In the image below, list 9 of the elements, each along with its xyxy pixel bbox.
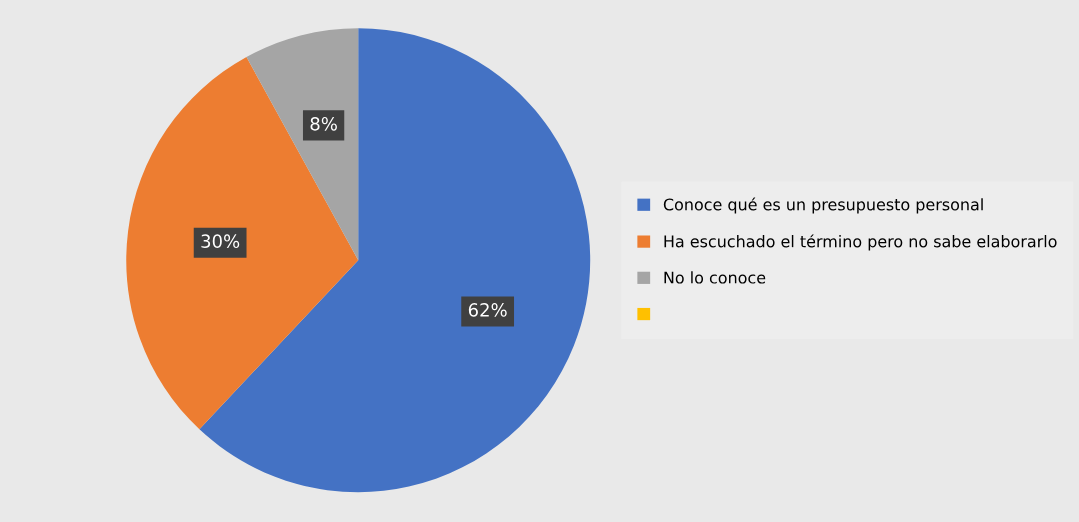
legend-label: Conoce qué es un presupuesto personal: [663, 197, 983, 214]
legend-label: No lo conoce: [664, 271, 766, 284]
pie-slice: [199, 28, 591, 493]
data-label: 8%: [310, 116, 337, 131]
pie-slice: [126, 56, 359, 430]
pie-slice: [246, 28, 359, 261]
legend-label: Ha escuchado el término pero no sabe elaborarlo: [664, 234, 1057, 251]
data-label: 62%: [468, 303, 507, 317]
data-label: 30%: [201, 234, 240, 249]
